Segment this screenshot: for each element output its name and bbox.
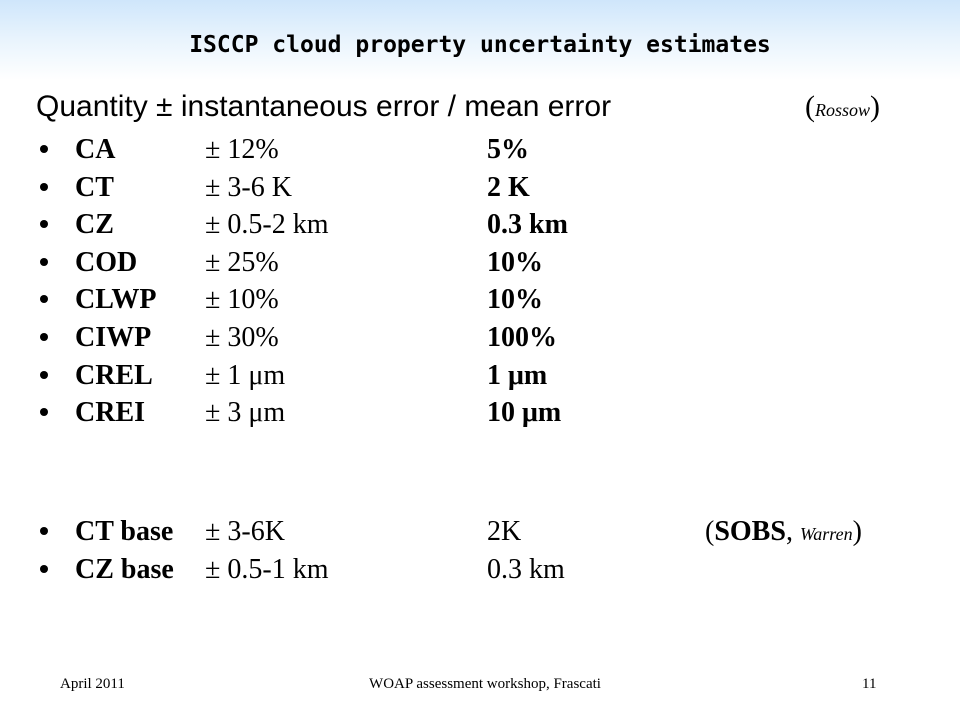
bullet (40, 333, 48, 341)
instantaneous-error: ± 10% (205, 284, 279, 316)
note-part: ) (852, 516, 862, 547)
instantaneous-error: ± 3-6K (205, 516, 285, 547)
footer-date: April 2011 (60, 676, 125, 692)
mean-error: 0.3 km (487, 553, 565, 585)
bullet (40, 295, 48, 304)
footer-page: 11 (862, 676, 877, 692)
quantity: CIWP (75, 322, 152, 353)
bullet (40, 220, 48, 229)
slide-title: ISCCP cloud property uncertainty estimat… (189, 32, 771, 58)
instantaneous-error: ± 3-6 K (205, 171, 292, 203)
instantaneous-error: ± 3 μm (205, 397, 286, 429)
quantity: CA (75, 134, 116, 165)
mean-error: 10 μm (487, 397, 562, 429)
mean-error: 0.3 km (487, 209, 568, 241)
mean-error: 100% (487, 322, 557, 353)
note-part: Warren (799, 524, 853, 544)
instantaneous-error: ± 30% (205, 322, 279, 353)
footer-event: WOAP assessment workshop, Frascati (369, 676, 601, 692)
intro-note: (Rossow) (805, 90, 880, 124)
quantity: CLWP (75, 284, 157, 316)
mean-error: 5% (487, 134, 529, 165)
note-part: , (785, 516, 800, 547)
instantaneous-error: ± 25% (205, 246, 279, 278)
quantity: COD (75, 246, 138, 278)
author: Rossow (815, 100, 871, 120)
paren: ) (870, 90, 881, 123)
bullet (40, 145, 48, 153)
bullet (40, 370, 48, 379)
mean-error: 10% (487, 284, 543, 316)
bullet (40, 527, 48, 535)
quantity: CZ (75, 209, 114, 241)
mean-error: 2 K (487, 171, 530, 203)
note-part: SOBS (714, 516, 786, 547)
bullet (40, 408, 48, 417)
instantaneous-error: ± 0.5-2 km (205, 209, 329, 241)
source-note: (SOBS, Warren) (705, 516, 862, 548)
quantity: CT base (75, 516, 174, 547)
bullet (40, 182, 48, 191)
paren: ( (805, 90, 815, 123)
instantaneous-error: ± 0.5-1 km (205, 553, 329, 585)
quantity: CT (75, 171, 114, 203)
mean-error: 10% (487, 246, 543, 278)
quantity: CZ base (75, 553, 174, 585)
instantaneous-error: ± 1 μm (205, 359, 286, 391)
quantity: CREL (75, 359, 153, 391)
note-part: ( (705, 516, 715, 547)
bullet (40, 257, 48, 266)
mean-error: 2K (487, 516, 522, 547)
mean-error: 1 μm (487, 359, 548, 391)
quantity: CREI (75, 397, 146, 429)
bullet (40, 564, 48, 573)
intro-text: Quantity ± instantaneous error / mean er… (36, 90, 612, 123)
instantaneous-error: ± 12% (205, 134, 279, 165)
